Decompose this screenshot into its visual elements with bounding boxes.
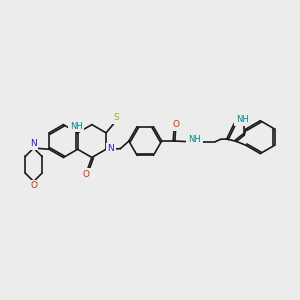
- Text: NH: NH: [236, 115, 249, 124]
- Text: N: N: [30, 140, 37, 148]
- Text: O: O: [172, 120, 179, 129]
- Text: O: O: [30, 181, 37, 190]
- Text: N: N: [107, 145, 114, 154]
- Text: NH: NH: [188, 135, 201, 144]
- Text: NH: NH: [70, 122, 83, 131]
- Text: O: O: [83, 170, 90, 179]
- Text: S: S: [113, 113, 119, 122]
